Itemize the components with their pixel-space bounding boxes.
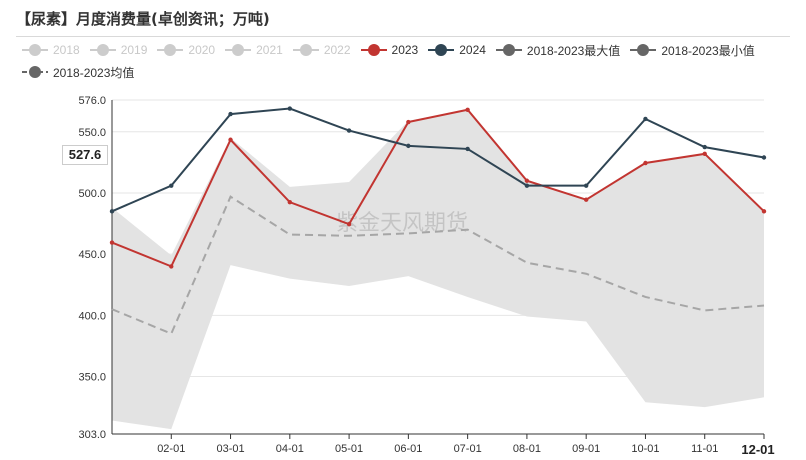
data-point-2024 bbox=[702, 144, 707, 150]
y-tick-label: 303.0 bbox=[78, 429, 106, 441]
y-tick-label: 400.0 bbox=[78, 310, 106, 322]
legend-label: 2018-2023最小值 bbox=[661, 43, 755, 58]
data-point-2023 bbox=[761, 209, 767, 214]
legend-item-2020[interactable]: 2020 bbox=[157, 42, 215, 58]
legend-label: 2024 bbox=[459, 43, 486, 57]
data-point-2024 bbox=[406, 143, 411, 149]
data-point-2024 bbox=[287, 106, 293, 111]
watermark: 紫金天风期货 bbox=[336, 211, 468, 236]
data-point-2023 bbox=[465, 107, 470, 112]
data-point-2023 bbox=[643, 160, 648, 166]
legend-item-2022[interactable]: 2022 bbox=[292, 42, 351, 58]
legend-label: 2021 bbox=[256, 43, 283, 57]
data-point-2024 bbox=[524, 183, 530, 188]
data-point-2024 bbox=[169, 183, 174, 188]
data-point-2024 bbox=[465, 146, 470, 152]
y-tick-label: 350.0 bbox=[78, 371, 106, 383]
title-divider bbox=[16, 36, 790, 37]
x-tick-label: 08-01 bbox=[513, 443, 541, 455]
legend-symbol-icon bbox=[360, 43, 387, 57]
legend-symbol-icon bbox=[22, 65, 48, 79]
legend-label: 2022 bbox=[323, 43, 351, 57]
legend-symbol-icon bbox=[157, 43, 184, 57]
legend-symbol-icon bbox=[292, 43, 319, 57]
legend-item-2018-2023均值[interactable]: 2018-2023均值 bbox=[22, 64, 134, 80]
axis-pointer-label: 527.6 bbox=[62, 145, 108, 165]
legend-item-2018[interactable]: 2018 bbox=[22, 42, 80, 58]
legend-item-2019[interactable]: 2019 bbox=[89, 42, 148, 58]
x-tick-label: 10-01 bbox=[631, 443, 659, 455]
data-point-2024 bbox=[346, 128, 352, 133]
data-point-2024 bbox=[643, 116, 648, 122]
series-line-2024 bbox=[111, 107, 765, 213]
legend-item-2021[interactable]: 2021 bbox=[225, 42, 283, 58]
x-tick-label: 09-01 bbox=[572, 443, 600, 455]
legend-label: 2019 bbox=[120, 43, 148, 57]
chart-legend: 2018 2019 2020 2021 2022 2023 2024 2018-2023最大值… bbox=[22, 42, 792, 86]
series-line-2023 bbox=[111, 108, 765, 268]
x-tick-label: 12-01 bbox=[741, 442, 774, 457]
y-tick-label: 576.0 bbox=[78, 95, 106, 107]
data-point-2023 bbox=[406, 119, 411, 125]
legend-item-2018-2023最小值[interactable]: 2018-2023最小值 bbox=[630, 42, 755, 58]
legend-label: 2018-2023最大值 bbox=[526, 43, 621, 58]
chart-title: 【尿素】月度消费量(卓创资讯；万吨) bbox=[16, 10, 270, 28]
data-point-2024 bbox=[228, 111, 233, 117]
y-tick-label: 550.0 bbox=[78, 127, 106, 139]
series-line-2018-2023均值 bbox=[111, 195, 765, 335]
x-tick-label: 05-01 bbox=[335, 443, 363, 455]
data-point-2024 bbox=[761, 155, 767, 160]
legend-symbol-icon bbox=[428, 43, 455, 57]
x-tick-label: 03-01 bbox=[216, 443, 244, 455]
min-max-band bbox=[112, 109, 764, 430]
legend-symbol-icon bbox=[89, 43, 116, 57]
data-point-2023 bbox=[524, 178, 530, 183]
legend-label: 2018 bbox=[53, 43, 80, 57]
x-tick-label: 04-01 bbox=[276, 443, 304, 455]
legend-symbol-icon bbox=[22, 43, 48, 57]
legend-label: 2020 bbox=[188, 43, 216, 57]
data-point-2024 bbox=[583, 183, 589, 188]
legend-label: 2018-2023均值 bbox=[53, 65, 135, 80]
legend-item-2024[interactable]: 2024 bbox=[428, 42, 486, 58]
x-tick-label: 02-01 bbox=[157, 443, 185, 455]
x-tick-label: 07-01 bbox=[454, 443, 482, 455]
data-point-2023 bbox=[346, 221, 352, 227]
data-point-2023 bbox=[228, 137, 233, 142]
legend-item-2023[interactable]: 2023 bbox=[360, 42, 419, 58]
y-tick-label: 450.0 bbox=[78, 249, 106, 261]
legend-symbol-icon bbox=[495, 43, 522, 57]
data-point-2023 bbox=[583, 197, 589, 202]
data-point-2023 bbox=[169, 264, 174, 269]
data-point-2023 bbox=[109, 240, 115, 245]
legend-symbol-icon bbox=[225, 43, 252, 57]
legend-item-2018-2023最大值[interactable]: 2018-2023最大值 bbox=[495, 42, 621, 58]
data-point-2023 bbox=[702, 151, 707, 157]
legend-label: 2023 bbox=[391, 43, 419, 57]
x-tick-label: 06-01 bbox=[394, 443, 422, 455]
y-tick-label: 500.0 bbox=[78, 188, 106, 200]
data-point-2023 bbox=[287, 199, 293, 205]
x-tick-label: 11-01 bbox=[691, 443, 718, 455]
data-point-2024 bbox=[109, 209, 115, 214]
legend-symbol-icon bbox=[630, 43, 657, 57]
